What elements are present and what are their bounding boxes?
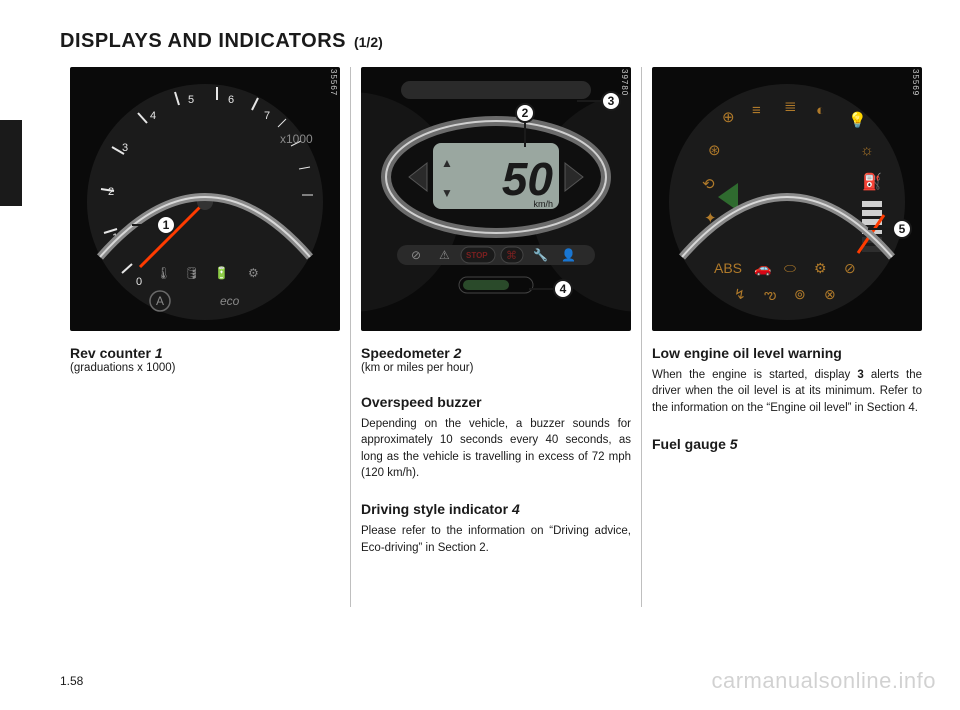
svg-text:4: 4 <box>150 110 156 122</box>
rev-counter-heading-num: 1 <box>155 345 163 361</box>
svg-text:💡: 💡 <box>848 111 867 129</box>
rev-counter-illustration: 0 1 2 3 4 5 6 7 x1000 🌡 <box>70 67 340 331</box>
warnings-illustration: ⊕≡≣◐💡 ⊛☼ ⟲ ✦ ⛽ <box>652 67 922 331</box>
svg-text:⊘: ⊘ <box>844 260 856 276</box>
svg-text:6: 6 <box>228 94 234 106</box>
svg-text:eco: eco <box>220 294 240 308</box>
svg-text:↯: ↯ <box>734 286 746 302</box>
column-layout: 3 5 5 6 7 <box>60 67 920 607</box>
svg-text:x1000: x1000 <box>280 132 313 146</box>
section-tab <box>0 120 22 206</box>
svg-text:▲: ▲ <box>441 156 453 170</box>
svg-text:◐: ◐ <box>816 102 825 119</box>
driving-style-body: Please refer to the information on “Driv… <box>361 523 631 556</box>
page-title: DISPLAYS AND INDICATORS <box>60 30 346 53</box>
svg-text:▼: ▼ <box>441 186 453 200</box>
svg-text:🔋: 🔋 <box>214 266 229 280</box>
fuel-gauge-heading-text: Fuel gauge <box>652 436 730 452</box>
fuel-gauge-heading: Fuel gauge 5 <box>652 436 922 452</box>
svg-text:⚠: ⚠ <box>439 248 450 262</box>
svg-text:🚗: 🚗 <box>754 260 771 277</box>
rev-counter-heading-text: Rev counter <box>70 345 155 361</box>
svg-text:5: 5 <box>188 94 194 106</box>
svg-text:🔧: 🔧 <box>533 247 548 262</box>
svg-text:⚙: ⚙ <box>248 266 259 280</box>
svg-text:ABS: ABS <box>714 260 742 276</box>
svg-text:⛽: ⛽ <box>862 172 882 191</box>
driving-style-heading: Driving style indicator 4 <box>361 501 631 517</box>
column-speedometer: 39780 ▲ ▼ <box>350 67 641 607</box>
fuel-gauge-heading-num: 5 <box>730 436 738 452</box>
svg-text:≣: ≣ <box>784 98 797 115</box>
page-title-row: DISPLAYS AND INDICATORS (1/2) <box>60 30 920 53</box>
svg-text:⊘: ⊘ <box>411 248 421 262</box>
oil-body-a: When the engine is started, display <box>652 369 857 381</box>
svg-text:2: 2 <box>108 186 114 198</box>
rev-counter-sub: (graduations x 1000) <box>70 362 340 374</box>
svg-text:0: 0 <box>136 276 142 288</box>
svg-text:☼: ☼ <box>860 142 874 159</box>
figure-id: 39780 <box>620 69 629 96</box>
watermark: carmanualsonline.info <box>711 668 936 694</box>
oil-warning-heading: Low engine oil level warning <box>652 345 922 361</box>
svg-text:⌘: ⌘ <box>506 250 517 262</box>
speedometer-illustration: ▲ ▼ 50 km/h ⊘ ⚠ 🔧 👤 STOP ⌘ <box>361 67 631 331</box>
rev-counter-heading: Rev counter 1 <box>70 345 340 361</box>
figure-rev-counter: 35567 <box>70 67 340 331</box>
svg-text:🌡: 🌡 <box>156 266 171 280</box>
column-warnings: 35569 ⊕≡≣◐💡 ⊛☼ ⟲ ✦ ⛽ <box>641 67 932 607</box>
callout-5: 5 <box>892 219 912 239</box>
callout-4: 4 <box>553 279 573 299</box>
svg-text:≡: ≡ <box>752 102 761 119</box>
speedometer-heading-text: Speedometer <box>361 345 454 361</box>
page-title-count: (1/2) <box>354 34 383 50</box>
svg-text:⊗: ⊗ <box>824 286 836 302</box>
speedometer-heading-num: 2 <box>454 345 462 361</box>
figure-id: 35569 <box>911 69 920 96</box>
svg-text:50: 50 <box>502 153 554 205</box>
svg-text:3: 3 <box>122 142 128 154</box>
svg-text:⚙: ⚙ <box>814 260 827 276</box>
svg-text:👤: 👤 <box>561 248 576 262</box>
svg-text:⊕: ⊕ <box>722 109 735 126</box>
oil-warning-body: When the engine is started, display 3 al… <box>652 367 922 416</box>
overspeed-body: Depending on the vehicle, a buzzer sound… <box>361 416 631 481</box>
figure-id: 35567 <box>329 69 338 96</box>
svg-text:km/h: km/h <box>533 199 553 209</box>
svg-text:🛢: 🛢 <box>184 266 199 280</box>
svg-text:⬭: ⬭ <box>784 260 796 276</box>
svg-text:⟲: ⟲ <box>702 176 715 193</box>
callout-2: 2 <box>515 103 535 123</box>
speedometer-heading: Speedometer 2 <box>361 345 631 361</box>
manual-page: DISPLAYS AND INDICATORS (1/2) 3 5 5 6 7 <box>0 0 960 710</box>
overspeed-heading: Overspeed buzzer <box>361 394 631 410</box>
svg-text:STOP: STOP <box>466 251 488 260</box>
column-rev-counter: 35567 <box>60 67 350 607</box>
svg-text:7: 7 <box>264 110 270 122</box>
svg-text:A: A <box>156 294 164 308</box>
svg-text:⊛: ⊛ <box>708 142 721 159</box>
callout-1: 1 <box>156 215 176 235</box>
driving-style-heading-num: 4 <box>512 501 520 517</box>
svg-text:ఌ: ఌ <box>764 286 776 302</box>
driving-style-heading-text: Driving style indicator <box>361 501 512 517</box>
figure-warnings: 35569 ⊕≡≣◐💡 ⊛☼ ⟲ ✦ ⛽ <box>652 67 922 331</box>
figure-speedometer: 39780 ▲ ▼ <box>361 67 631 331</box>
callout-3: 3 <box>601 91 621 111</box>
svg-text:⊚: ⊚ <box>794 286 806 302</box>
page-number: 1.58 <box>60 674 83 688</box>
speedometer-sub: (km or miles per hour) <box>361 362 631 374</box>
